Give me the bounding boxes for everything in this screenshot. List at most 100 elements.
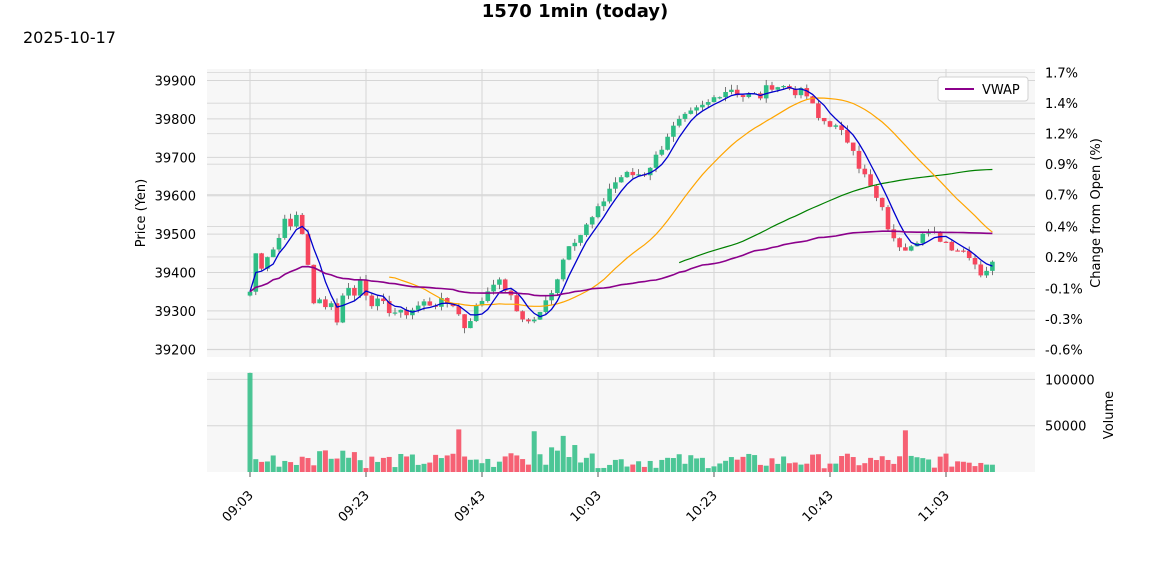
candle-body [705,102,711,105]
chart-date: 2025-10-17 [23,28,116,47]
volume-bar [636,461,642,472]
volume-bar [711,466,717,472]
candle-body [618,177,624,183]
y-tick-label: 39700 [155,151,196,166]
volume-bar [560,435,566,472]
candle-body [955,250,960,252]
volume-bar [757,464,763,472]
volume-bar [549,447,555,472]
candle-body [392,312,398,314]
volume-bar [525,464,531,472]
volume-bar [334,458,340,472]
volume-bar [288,462,294,472]
volume-bar [891,463,897,472]
candle-body [375,298,380,307]
volume-bar [299,456,305,472]
volume-bar [328,458,334,472]
candle-body [700,104,705,108]
y-tick-label: 39500 [155,228,196,243]
candle-body [676,118,682,126]
volume-bar [699,457,705,472]
candle-body [549,293,554,301]
candle-body [270,249,276,258]
volume-bar [659,459,665,472]
candle-body [734,89,740,96]
volume-bar [369,456,375,472]
candle-body [456,306,462,315]
candle-body [943,241,949,243]
candle-body [485,291,491,301]
candle-body [526,319,531,322]
mid-ma-line [389,97,993,307]
volume-bar [485,458,491,472]
volume-bar [705,468,711,472]
candle-body [966,250,972,259]
candle-body [874,185,879,198]
candle-body [908,246,914,251]
volume-bar [624,466,630,472]
volume-bar [583,457,589,472]
volume-bar [305,458,311,472]
volume-bar [653,467,659,472]
volume-bar [833,463,839,472]
candle-body [531,319,537,322]
candle-body [479,300,485,306]
volume-bar [763,465,769,472]
volume-bar [960,461,966,472]
volume-bar [520,459,526,472]
volume-bar [456,429,462,472]
candle-body [502,279,508,291]
candle-body [740,95,746,98]
candle-body [369,295,375,307]
volume-bar [844,453,850,472]
volume-bar [491,466,497,472]
candle-body [311,264,317,304]
volume-bar [676,454,682,472]
volume-bar [885,459,891,472]
volume-bar [537,454,543,472]
pct-tick-label: 1.7% [1045,67,1078,82]
y-tick-label: 39600 [155,190,196,205]
pct-tick-label: 0.7% [1045,189,1078,204]
candle-body [653,154,659,168]
candle-body [601,201,607,207]
candle-body [682,113,688,119]
candle-body [265,257,270,269]
volume-bar [340,450,346,472]
volume-bar [259,461,265,472]
volume-tick-label: 100000 [1045,373,1095,388]
candle-body [972,258,978,265]
candle-body [497,279,502,285]
candle-body [827,121,833,127]
volume-bar [404,456,410,472]
volume-bar [792,462,798,472]
candle-body [665,136,670,150]
candle-body [798,88,804,96]
candle-body [444,298,450,304]
volume-bar [444,455,450,472]
volume-bar [856,465,862,472]
candle-body [897,238,902,248]
candle-body [589,217,595,225]
candle-body [647,167,653,176]
volume-bar [873,460,879,472]
volume-bar [409,454,415,472]
volume-bar [357,460,363,472]
volume-bar [253,459,259,472]
candle-body [630,171,636,176]
volume-bar [862,463,868,472]
legend-label-vwap: VWAP [982,83,1020,98]
volume-bar [386,456,392,472]
volume-bar [902,430,908,472]
candle-body [439,298,444,307]
volume-bar [955,461,961,472]
candle-body [990,261,995,271]
candle-body [607,188,612,202]
candle-body [352,287,357,296]
candle-body [885,207,891,230]
pct-tick-label: -0.1% [1045,283,1083,298]
y-tick-label: 39800 [155,113,196,128]
slow-ma-line [678,168,993,264]
volume-bar [804,463,810,472]
